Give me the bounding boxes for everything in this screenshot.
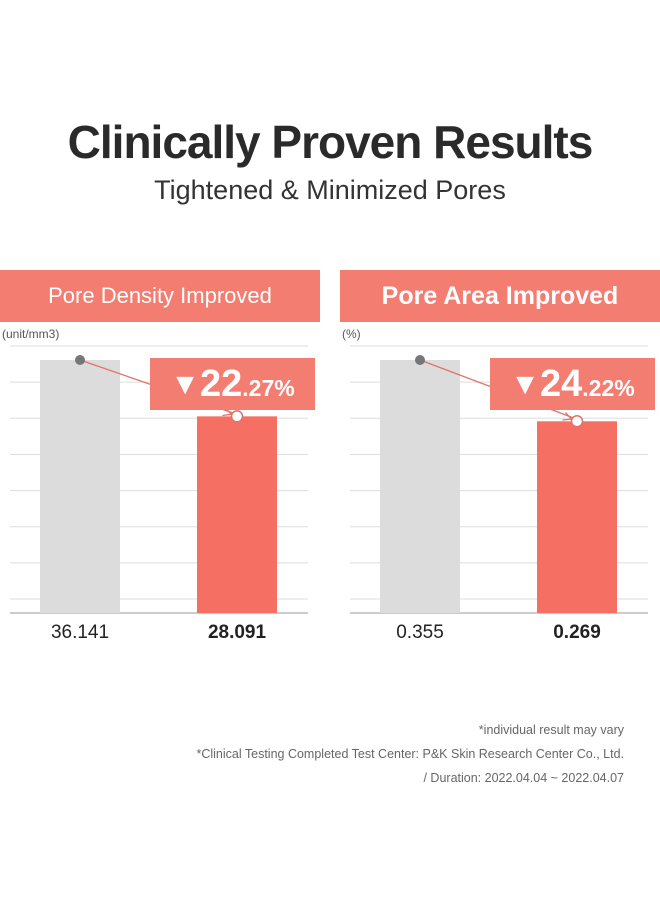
before-point [415,355,425,365]
y-axis-unit-label: (unit/mm3) [2,327,60,341]
reduction-badge: ▼24.22% [490,358,655,410]
value-label-before: 36.141 [50,622,110,643]
down-triangle-icon: ▼ [170,368,200,401]
chart-pore-area [350,345,648,614]
chart-pore-density [10,345,308,614]
reduction-badge: ▼22.27% [150,358,315,410]
reduction-whole: 24 [539,363,583,405]
chart-panel-pore-area: Pore Area Improved (%) ▼24.22% 0.355 0.2… [340,270,660,650]
footnote-duration: / Duration: 2022.04.04 ~ 2022.04.07 [423,771,624,785]
reduction-fraction: .27% [242,375,295,401]
value-label-after: 28.091 [207,622,267,643]
value-label-after: 0.269 [553,622,601,643]
after-point [230,410,244,423]
before-point [75,355,85,365]
page-subtitle: Tightened & Minimized Pores [154,175,506,205]
bar-before [380,360,460,613]
footnote-individual: *individual result may vary [478,723,624,737]
reduction-whole: 22 [199,363,243,405]
value-label-before: 0.355 [396,622,444,643]
bar-after [197,416,277,613]
footnotes: *individual result may vary *Clinical Te… [196,718,624,790]
reduction-fraction: .22% [582,375,635,401]
chart-title: Pore Area Improved [340,270,660,322]
y-axis-unit-label: (%) [342,327,361,341]
bar-before [40,360,120,613]
bar-after [537,421,617,613]
chart-panel-pore-density: Pore Density Improved (unit/mm3) ▼22.27%… [0,270,320,650]
after-point [570,415,584,428]
chart-title: Pore Density Improved [0,270,320,322]
down-triangle-icon: ▼ [510,368,540,401]
footnote-test-center: *Clinical Testing Completed Test Center:… [196,747,624,761]
page-title: Clinically Proven Results [67,116,594,168]
